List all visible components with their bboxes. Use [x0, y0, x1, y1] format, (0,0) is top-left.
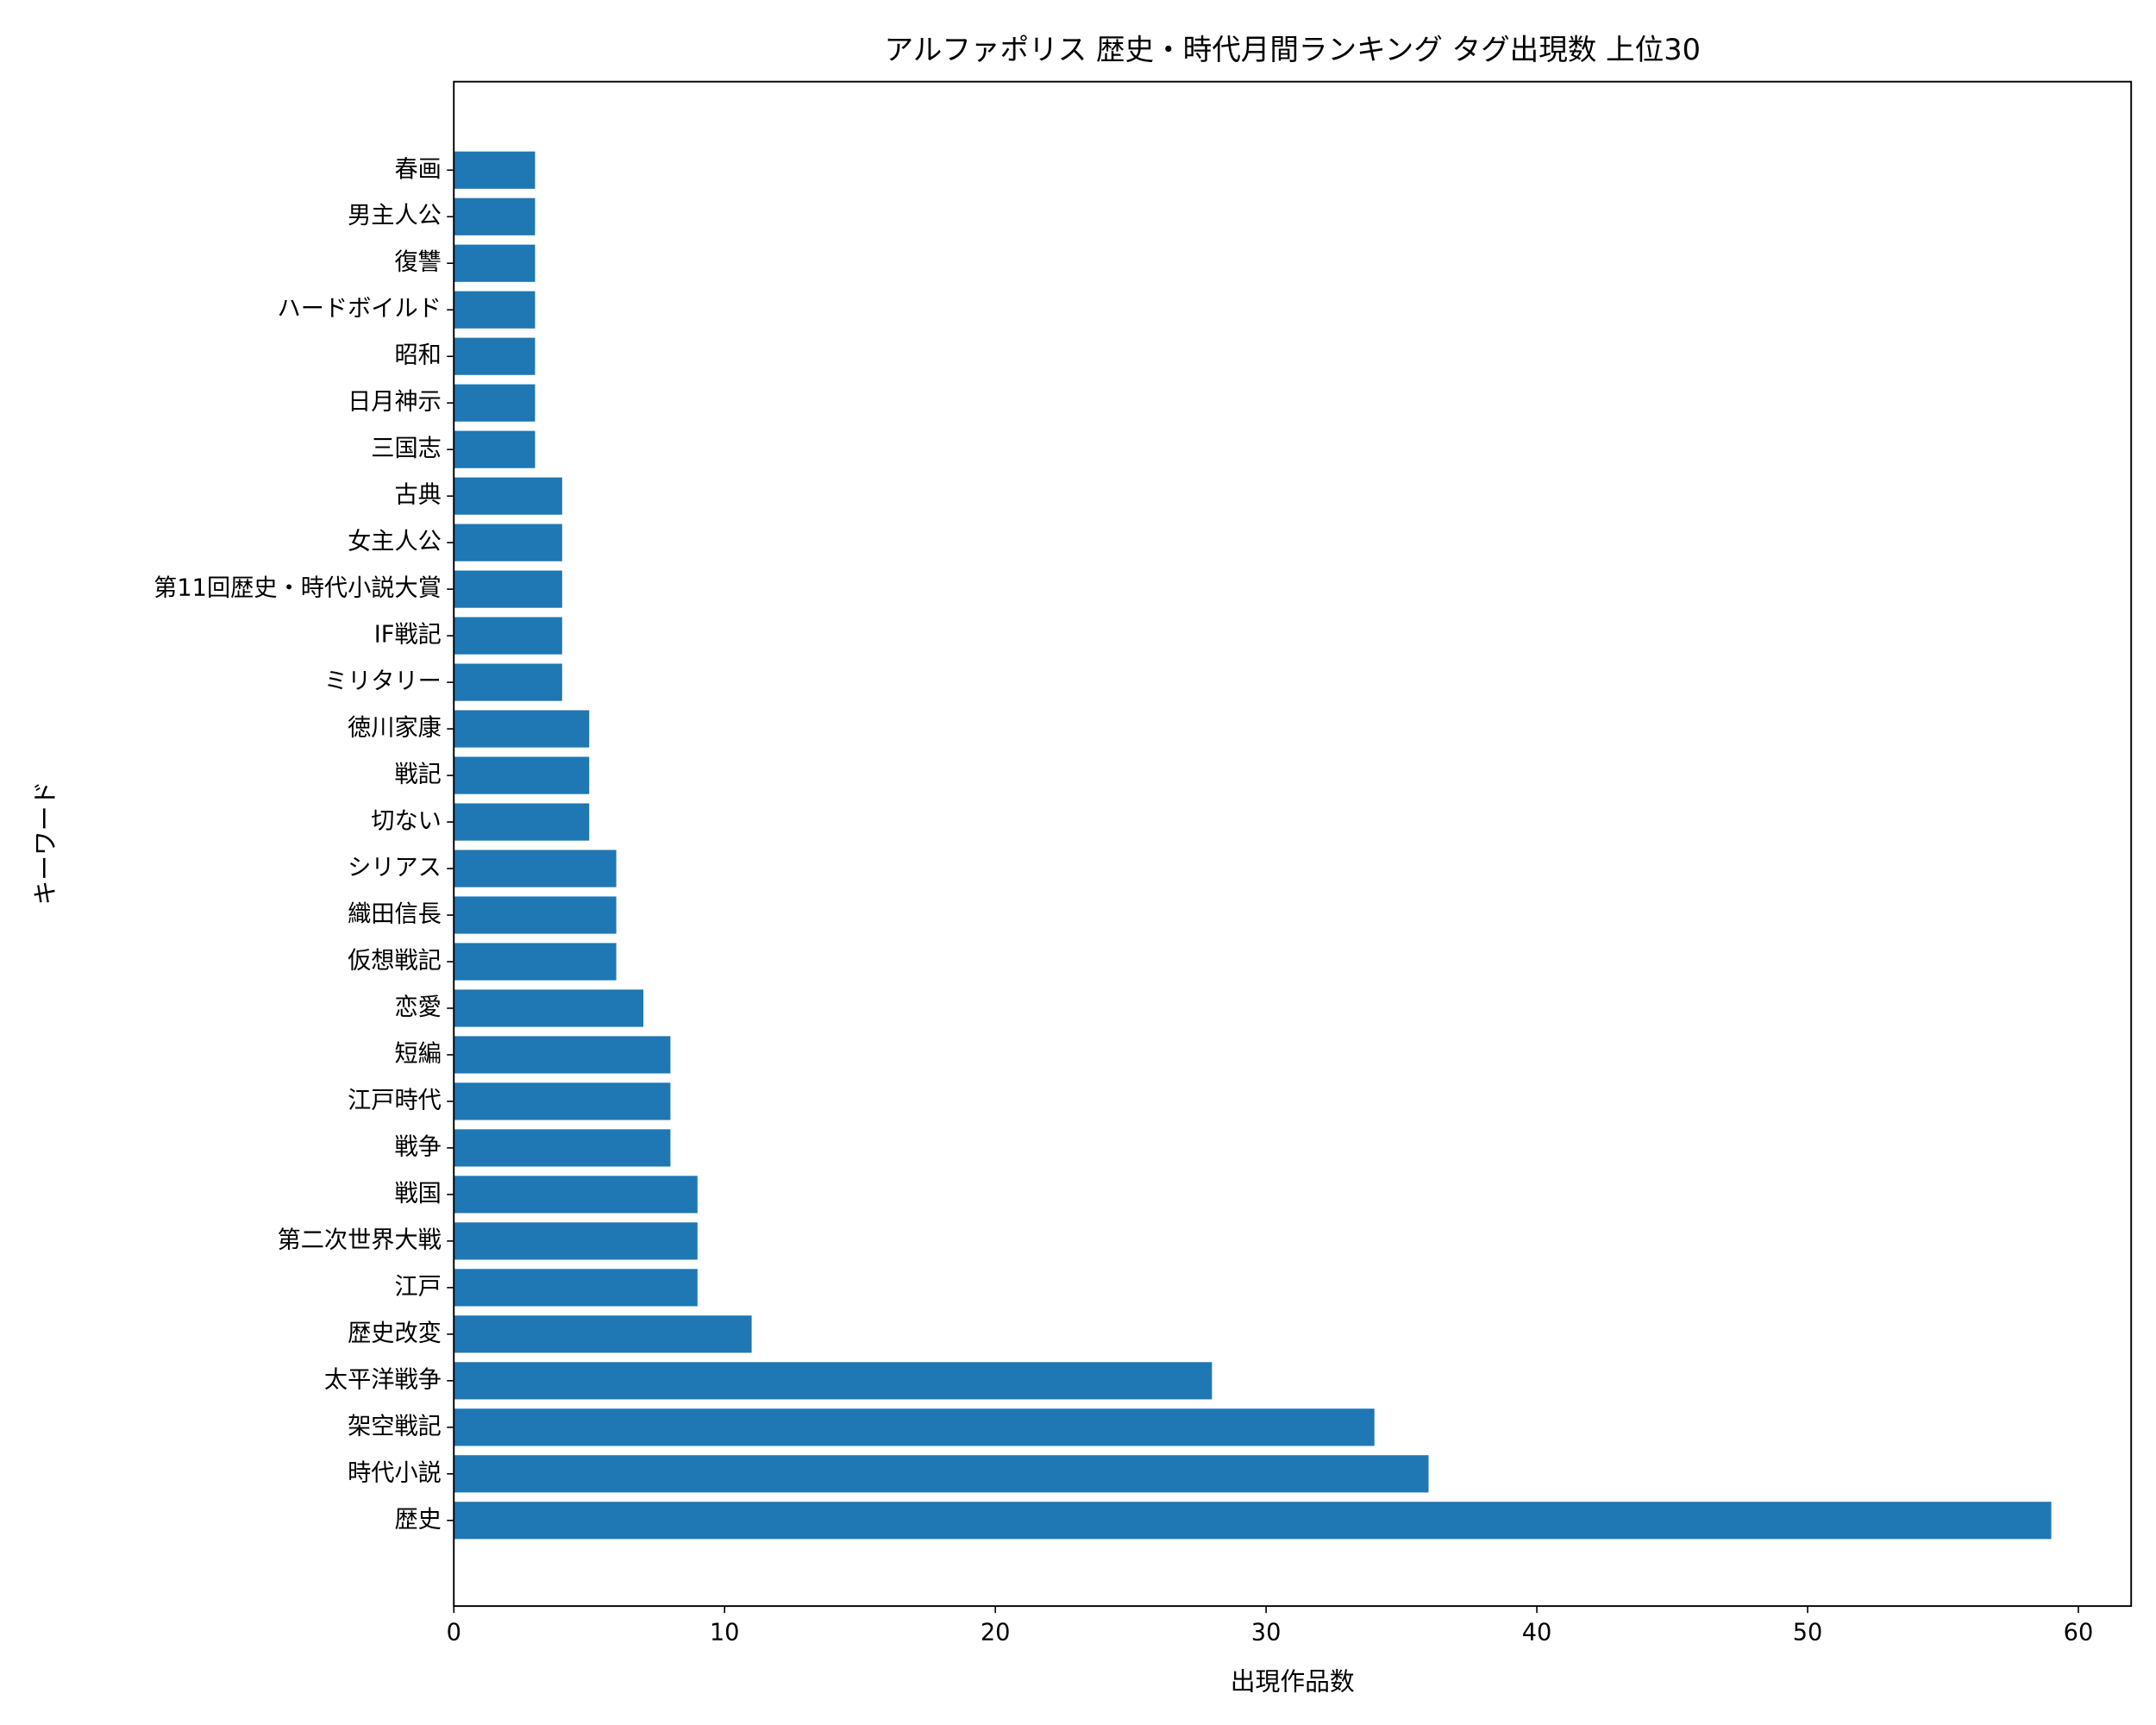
bar [454, 1082, 671, 1120]
y-tick-label: 歴史改変 [348, 1320, 442, 1346]
bar [454, 1269, 698, 1307]
bar [454, 710, 590, 748]
bar [454, 477, 562, 515]
y-tick-label: 女主人公 [348, 529, 442, 555]
y-tick-label: 春画 [394, 156, 441, 183]
bar [454, 1176, 698, 1214]
y-tick-label: 第11回歴史・時代小説大賞 [154, 575, 442, 602]
y-tick-label: IF戦記 [374, 622, 442, 649]
bar [454, 989, 644, 1027]
y-axis-label: キーワード [30, 781, 60, 906]
y-tick-label: 徳川家康 [348, 715, 442, 742]
y-tick-label: 切ない [371, 808, 442, 835]
bar [454, 756, 590, 794]
y-tick-label: 仮想戦記 [348, 947, 442, 974]
bar [454, 1502, 2052, 1540]
y-tick-label: 江戸時代 [348, 1087, 442, 1113]
bar [454, 617, 562, 655]
y-tick-label: 日月神示 [348, 389, 442, 416]
bar [454, 1408, 1375, 1446]
y-tick-label: 時代小説 [348, 1459, 442, 1486]
bar [454, 430, 536, 468]
y-tick-label: 短編 [394, 1040, 441, 1067]
bar [454, 1129, 671, 1167]
y-tick-label: 昭和 [394, 342, 441, 369]
bar [454, 850, 617, 888]
y-tick-label: 架空戦記 [348, 1413, 442, 1440]
y-tick-label: 恋愛 [394, 994, 441, 1020]
y-tick-label: シリアス [348, 855, 442, 881]
x-axis-label: 出現作品数 [1231, 1667, 1355, 1697]
bar [454, 291, 536, 329]
y-tick-label: 男主人公 [348, 203, 442, 229]
x-tick-label: 10 [710, 1620, 740, 1647]
x-tick-label: 40 [1522, 1620, 1552, 1647]
y-tick-label: 三国志 [371, 436, 442, 462]
y-tick-label: ミリタリー [324, 668, 442, 695]
bar [454, 896, 617, 934]
y-tick-label: 太平洋戦争 [324, 1366, 442, 1393]
bar [454, 943, 617, 981]
bar [454, 198, 536, 235]
x-tick-label: 50 [1793, 1620, 1823, 1647]
y-tick-label: 江戸 [394, 1273, 441, 1300]
x-tick-label: 0 [447, 1620, 461, 1647]
bar [454, 337, 536, 375]
bar [454, 1315, 752, 1353]
y-tick-label: 戦記 [394, 762, 441, 788]
x-tick-label: 60 [2064, 1620, 2094, 1647]
bar [454, 570, 562, 608]
x-tick-label: 20 [981, 1620, 1011, 1647]
bar [454, 1455, 1429, 1493]
y-tick-label: 戦争 [394, 1133, 441, 1160]
bar [454, 663, 562, 701]
bar [454, 244, 536, 282]
y-tick-label: 織田信長 [348, 901, 442, 928]
y-tick-label: ハードボイルド [278, 296, 442, 323]
bar [454, 151, 536, 189]
bar [454, 384, 536, 422]
y-tick-label: 復讐 [394, 249, 441, 276]
bar [454, 1362, 1213, 1400]
plot-frame [453, 80, 2133, 1608]
y-tick-label: 戦国 [394, 1180, 441, 1207]
y-tick-label: 歴史 [394, 1506, 441, 1533]
bar [454, 803, 590, 841]
bar [454, 524, 562, 561]
chart-title: アルファポリス 歴史・時代月間ランキング タグ出現数 上位30 [885, 33, 1701, 66]
x-tick-label: 30 [1251, 1620, 1282, 1647]
bar [454, 1036, 671, 1074]
y-tick-label: 古典 [394, 482, 441, 509]
bar [454, 1222, 698, 1260]
y-tick-label: 第二次世界大戦 [278, 1226, 442, 1253]
